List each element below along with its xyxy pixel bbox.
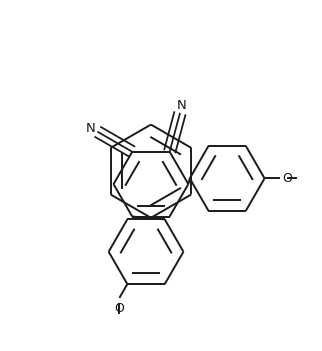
Text: N: N bbox=[177, 99, 187, 112]
Text: O: O bbox=[115, 302, 124, 315]
Text: O: O bbox=[283, 172, 293, 185]
Text: N: N bbox=[86, 121, 96, 134]
